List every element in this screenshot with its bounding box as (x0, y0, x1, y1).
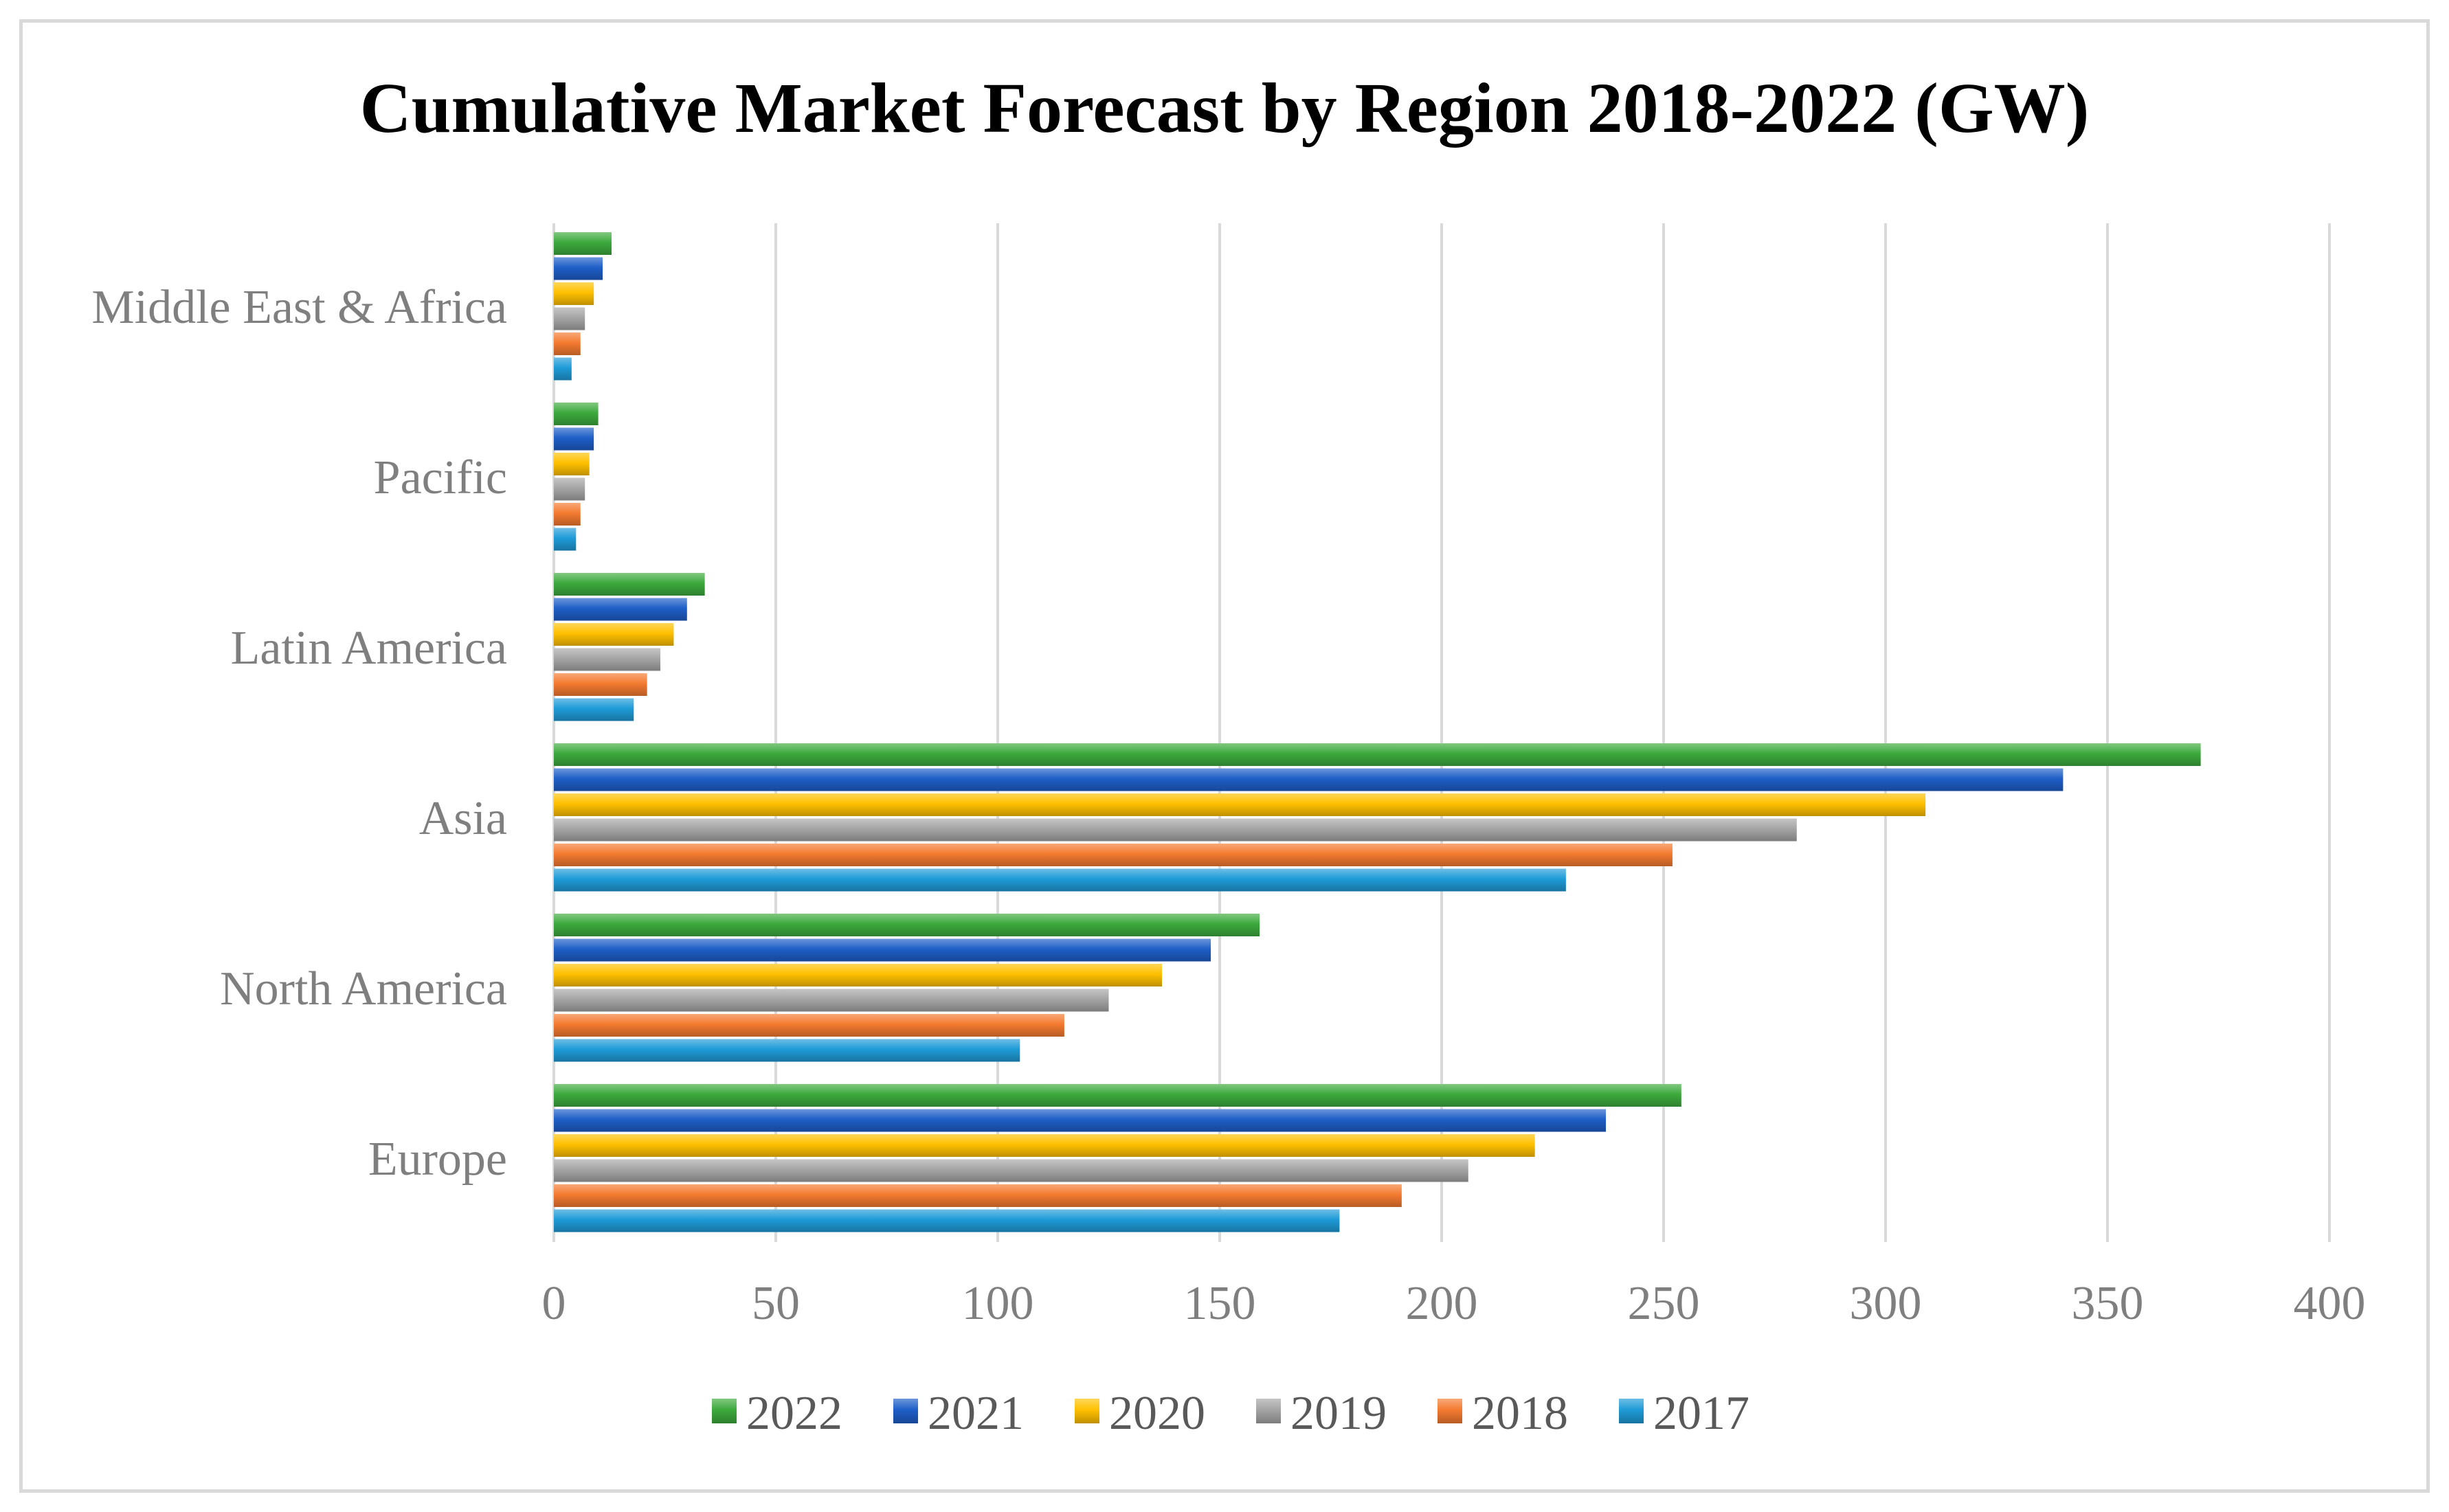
legend-swatch-2021 (893, 1399, 918, 1423)
bar-europe-2021 (554, 1109, 1607, 1132)
category-label-latin-america: Latin America (231, 622, 507, 675)
bar-latin-america-2021 (554, 598, 687, 621)
bar-north-america-2022 (554, 914, 1260, 936)
bar-middle-east-africa-2017 (554, 357, 572, 381)
legend-swatch-2020 (1075, 1399, 1099, 1423)
bar-latin-america-2020 (554, 623, 674, 646)
legend-item-2021: 2021 (893, 1387, 1024, 1440)
bar-middle-east-africa-2020 (554, 282, 594, 305)
bar-asia-2020 (554, 793, 1926, 816)
bar-north-america-2020 (554, 964, 1163, 986)
legend-item-2022: 2022 (712, 1387, 842, 1440)
x-tick-label-50: 50 (752, 1277, 800, 1330)
bar-europe-2022 (554, 1084, 1681, 1107)
x-tick-label-200: 200 (1406, 1277, 1478, 1330)
x-tick-label-250: 250 (1628, 1277, 1700, 1330)
bar-asia-2019 (554, 818, 1797, 842)
x-tick-label-300: 300 (1850, 1277, 1922, 1330)
category-label-asia: Asia (419, 792, 507, 845)
legend-label-2022: 2022 (746, 1387, 842, 1440)
bar-asia-2021 (554, 768, 2064, 791)
bar-middle-east-africa-2018 (554, 332, 581, 355)
bar-north-america-2017 (554, 1039, 1020, 1062)
bar-pacific-2019 (554, 477, 585, 501)
legend-label-2020: 2020 (1109, 1387, 1205, 1440)
bar-europe-2020 (554, 1134, 1535, 1157)
bar-latin-america-2017 (554, 698, 634, 721)
legend: 2022 2021 2020 2019 2018 2017 (712, 1387, 1749, 1440)
bar-asia-2022 (554, 743, 2201, 766)
x-tick-label-150: 150 (1184, 1277, 1256, 1330)
bar-pacific-2022 (554, 403, 599, 425)
legend-swatch-2018 (1438, 1399, 1462, 1423)
legend-label-2021: 2021 (928, 1387, 1024, 1440)
bar-latin-america-2018 (554, 673, 647, 696)
bar-north-america-2018 (554, 1014, 1064, 1037)
bar-pacific-2017 (554, 528, 577, 551)
chart-title: Cumulative Market Forecast by Region 201… (360, 69, 2090, 148)
x-axis-ticks: 0 50 100 150 200 250 300 350 400 (542, 1277, 2366, 1330)
bar-north-america-2021 (554, 938, 1211, 962)
bar-north-america-2019 (554, 989, 1109, 1012)
bars (554, 232, 2201, 1232)
bar-middle-east-africa-2019 (554, 307, 585, 330)
legend-label-2017: 2017 (1653, 1387, 1749, 1440)
x-tick-label-0: 0 (542, 1277, 566, 1330)
legend-item-2018: 2018 (1438, 1387, 1568, 1440)
bar-europe-2019 (554, 1159, 1468, 1182)
legend-item-2019: 2019 (1256, 1387, 1387, 1440)
bar-latin-america-2022 (554, 573, 705, 596)
bar-europe-2017 (554, 1209, 1340, 1232)
bar-europe-2018 (554, 1184, 1402, 1207)
x-tick-label-350: 350 (2072, 1277, 2144, 1330)
x-tick-label-400: 400 (2294, 1277, 2366, 1330)
legend-swatch-2022 (712, 1399, 737, 1423)
x-tick-label-100: 100 (962, 1277, 1034, 1330)
legend-item-2020: 2020 (1075, 1387, 1205, 1440)
bar-latin-america-2019 (554, 648, 661, 671)
legend-label-2019: 2019 (1290, 1387, 1387, 1440)
category-label-north-america: North America (220, 962, 507, 1015)
category-axis: Europe North America Asia Latin America Paci… (91, 281, 507, 1186)
bar-asia-2017 (554, 868, 1566, 892)
bar-middle-east-africa-2022 (554, 232, 612, 255)
bar-middle-east-africa-2021 (554, 257, 603, 280)
legend-swatch-2017 (1619, 1399, 1644, 1423)
category-label-middle-east-africa: Middle East & Africa (91, 281, 507, 334)
bar-asia-2018 (554, 844, 1673, 866)
grid-layer (552, 223, 2331, 1242)
bar-pacific-2018 (554, 503, 581, 526)
bar-pacific-2020 (554, 453, 590, 475)
legend-item-2017: 2017 (1619, 1387, 1749, 1440)
legend-label-2018: 2018 (1472, 1387, 1568, 1440)
category-label-europe: Europe (368, 1133, 507, 1186)
category-label-pacific: Pacific (374, 451, 507, 504)
legend-swatch-2019 (1256, 1399, 1281, 1423)
bar-pacific-2021 (554, 427, 594, 451)
